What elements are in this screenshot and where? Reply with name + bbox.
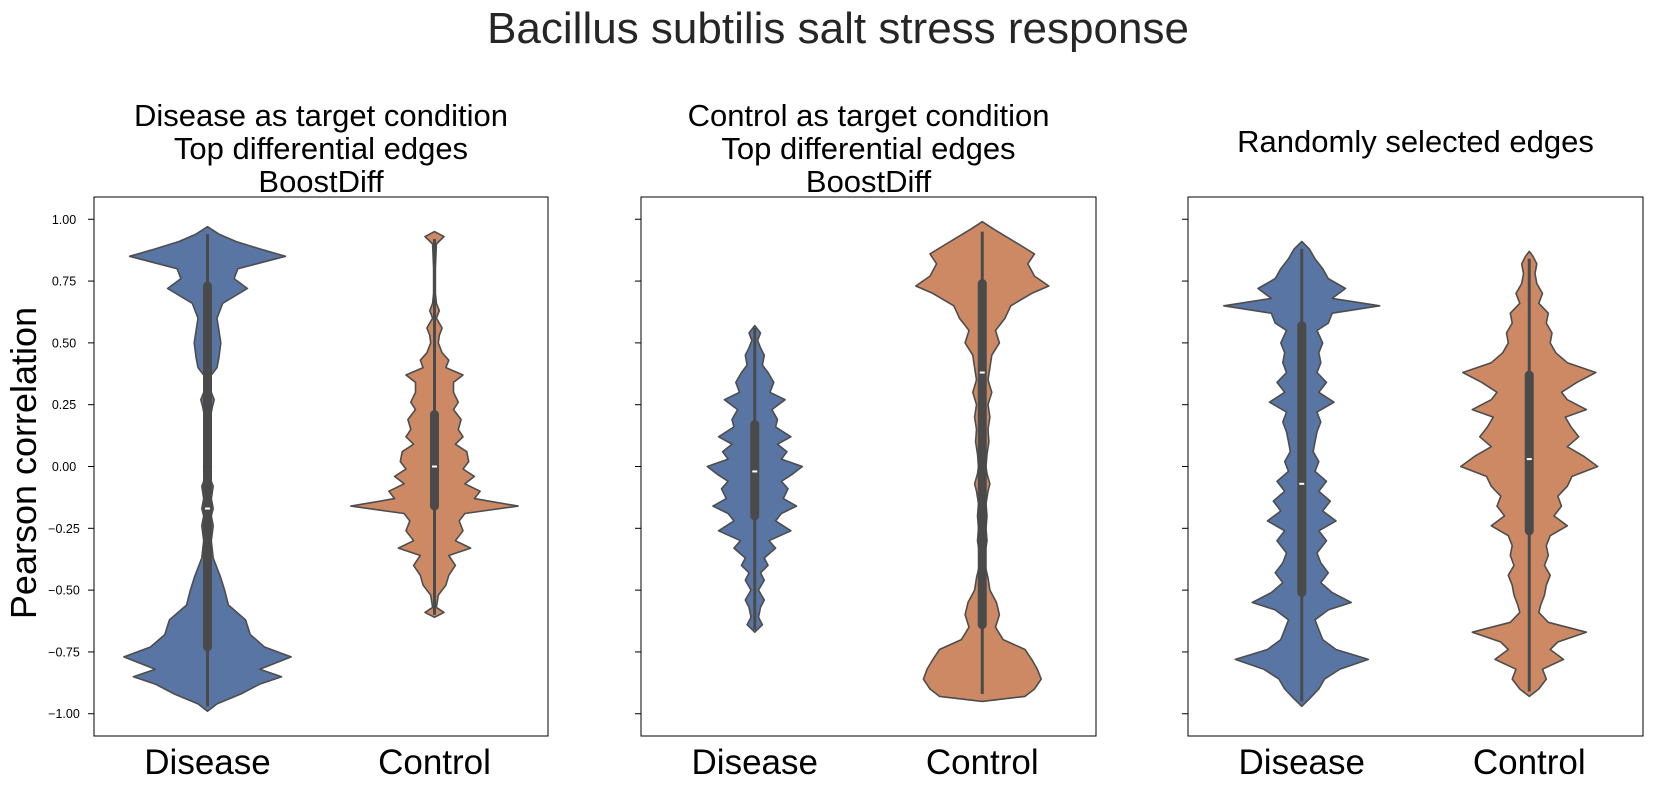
panel-title-line: Randomly selected edges xyxy=(1237,124,1594,159)
x-tick-label: Disease xyxy=(1239,743,1365,782)
y-tick-label: 0.75 xyxy=(52,275,76,289)
y-tick-label: −0.25 xyxy=(48,522,80,536)
x-tick-label: Disease xyxy=(692,743,818,782)
y-tick-label: −0.75 xyxy=(48,645,80,659)
y-tick-label: 1.00 xyxy=(52,213,76,227)
x-tick-label: Disease xyxy=(144,743,270,782)
panel-title-line: BoostDiff xyxy=(258,164,384,199)
panel-title-line: Top differential edges xyxy=(174,131,468,166)
x-tick-label: Control xyxy=(1473,743,1586,782)
y-tick-label: −0.50 xyxy=(48,584,80,598)
panel-title-line: Top differential edges xyxy=(721,131,1015,166)
panel-title-line: Control as target condition xyxy=(688,98,1050,133)
y-tick-label: −1.00 xyxy=(48,707,80,721)
panel-title-line: BoostDiff xyxy=(806,164,932,199)
violin-disease xyxy=(706,324,804,633)
violin-control xyxy=(1460,250,1599,698)
y-tick-label: 0.25 xyxy=(52,398,76,412)
violin-control xyxy=(915,220,1050,703)
violin-disease xyxy=(123,225,292,713)
panel-3: Randomly selected edges Disease Control xyxy=(1182,124,1644,782)
violin-disease xyxy=(1223,240,1381,708)
violin-control xyxy=(350,230,519,619)
x-tick-label: Control xyxy=(926,743,1039,782)
x-tick-label: Control xyxy=(378,743,491,782)
y-axis-label: Pearson correlation xyxy=(3,307,44,619)
y-tick-label: 0.50 xyxy=(52,336,76,350)
panel-title-line: Disease as target condition xyxy=(134,98,508,133)
y-tick-label: 0.00 xyxy=(52,460,76,474)
figure-title: Bacillus subtilis salt stress response xyxy=(487,4,1189,53)
